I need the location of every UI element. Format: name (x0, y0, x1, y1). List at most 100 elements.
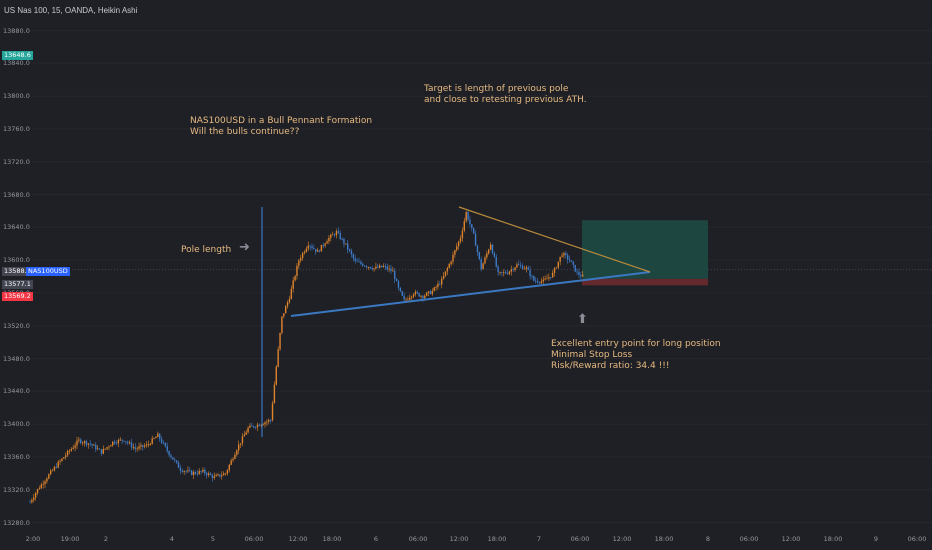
candle-body (525, 267, 528, 269)
candle-body (536, 281, 539, 283)
candle-body (217, 474, 219, 476)
candle-body (211, 475, 214, 478)
candle-body (301, 253, 304, 259)
x-tick-label: 06:00 (244, 535, 264, 543)
candle-body (378, 265, 381, 268)
candle-body (431, 290, 434, 295)
candle-body (157, 433, 159, 438)
candlestick-series (29, 210, 584, 505)
candle-body (341, 238, 343, 240)
candle-body (162, 442, 165, 444)
candle-body (271, 403, 274, 421)
candle-body (42, 484, 44, 485)
x-tick-label: 12:00 (612, 535, 632, 543)
candle-body (226, 469, 229, 474)
candle-body (174, 459, 176, 461)
x-tick-label: 7 (536, 535, 542, 543)
candle-body (147, 444, 150, 445)
candle-body (582, 274, 584, 277)
candle-body (112, 441, 114, 446)
candle-body (386, 266, 388, 270)
candle-body (155, 437, 157, 439)
y-tick-label: 13360.0 (3, 452, 30, 461)
candle-body (531, 276, 533, 277)
candle-body (425, 292, 428, 296)
chart-header-symbol[interactable]: US Nas 100, 15, OANDA, Heikin Ashi (4, 6, 138, 15)
entry-annotation: Excellent entry point for long position … (551, 339, 721, 372)
candle-body (53, 466, 56, 471)
candle-body (422, 295, 424, 299)
candle-body (365, 266, 368, 268)
candle-body (578, 272, 580, 275)
candle-body (572, 261, 575, 265)
y-tick-label: 13880.0 (3, 26, 30, 35)
candle-body (538, 282, 541, 284)
candle-body (548, 277, 550, 279)
candle-body (290, 288, 293, 299)
candle-body (234, 454, 236, 459)
candle-body (328, 237, 330, 242)
candle-body (469, 219, 471, 225)
y-tick-label: 13640.0 (3, 223, 30, 232)
candle-body (230, 460, 232, 465)
candle-body (68, 450, 71, 452)
candle-body (557, 261, 559, 268)
candle-body (179, 467, 182, 471)
candle-body (333, 234, 336, 236)
candle-body (527, 267, 529, 270)
candle-body (149, 443, 152, 445)
target-annotation: Target is length of previous pole and cl… (424, 84, 587, 106)
candle-body (410, 296, 413, 298)
x-tick-label: 2:00 (25, 535, 41, 543)
candle-body (128, 442, 131, 444)
x-tick-label: 8 (705, 535, 711, 543)
x-tick-label: 06:00 (570, 535, 590, 543)
candle-body (463, 221, 465, 231)
candle-body (309, 245, 311, 247)
candle-body (185, 471, 187, 473)
candle-body (96, 448, 99, 450)
candle-body (110, 445, 112, 447)
target-annotation-line: and close to retesting previous ATH. (424, 95, 587, 105)
candle-body (450, 261, 452, 264)
x-tick-label: 19:00 (60, 535, 80, 543)
candle-body (493, 253, 496, 257)
candle-body (190, 470, 193, 475)
pole-length-annotation: Pole length (181, 245, 231, 256)
candle-body (521, 265, 524, 269)
candle-body (98, 448, 101, 450)
candle-body (461, 230, 464, 238)
candle-body (237, 444, 240, 451)
candle-body (115, 443, 118, 445)
candle-body (561, 255, 563, 257)
candle-body (87, 443, 89, 445)
pole-length-label: Pole length (181, 245, 232, 255)
candle-body (508, 271, 511, 275)
candle-body (245, 432, 247, 435)
candle-body (123, 440, 125, 442)
candle-body (153, 438, 155, 439)
candle-body (307, 245, 309, 249)
candle-body (166, 446, 168, 451)
candle-body (164, 442, 167, 447)
candle-body (512, 269, 514, 271)
candle-body (429, 291, 432, 295)
candle-body (273, 384, 276, 404)
candle-body (570, 260, 573, 262)
candle-body (85, 441, 88, 445)
candle-body (375, 266, 377, 269)
candle-body (414, 291, 417, 295)
y-tick-label: 13520.0 (3, 321, 30, 330)
candle-body (476, 245, 479, 253)
x-tick-label: 9 (873, 535, 879, 543)
target-price-badge: 13648.6 (2, 51, 33, 60)
candle-body (170, 455, 172, 458)
y-tick-label: 13760.0 (3, 124, 30, 133)
candle-body (352, 254, 355, 259)
y-tick-label: 13800.0 (3, 92, 30, 101)
x-tick-label: 5 (210, 535, 216, 543)
candle-body (363, 265, 366, 267)
candle-body (294, 275, 296, 281)
candle-body (104, 448, 106, 450)
